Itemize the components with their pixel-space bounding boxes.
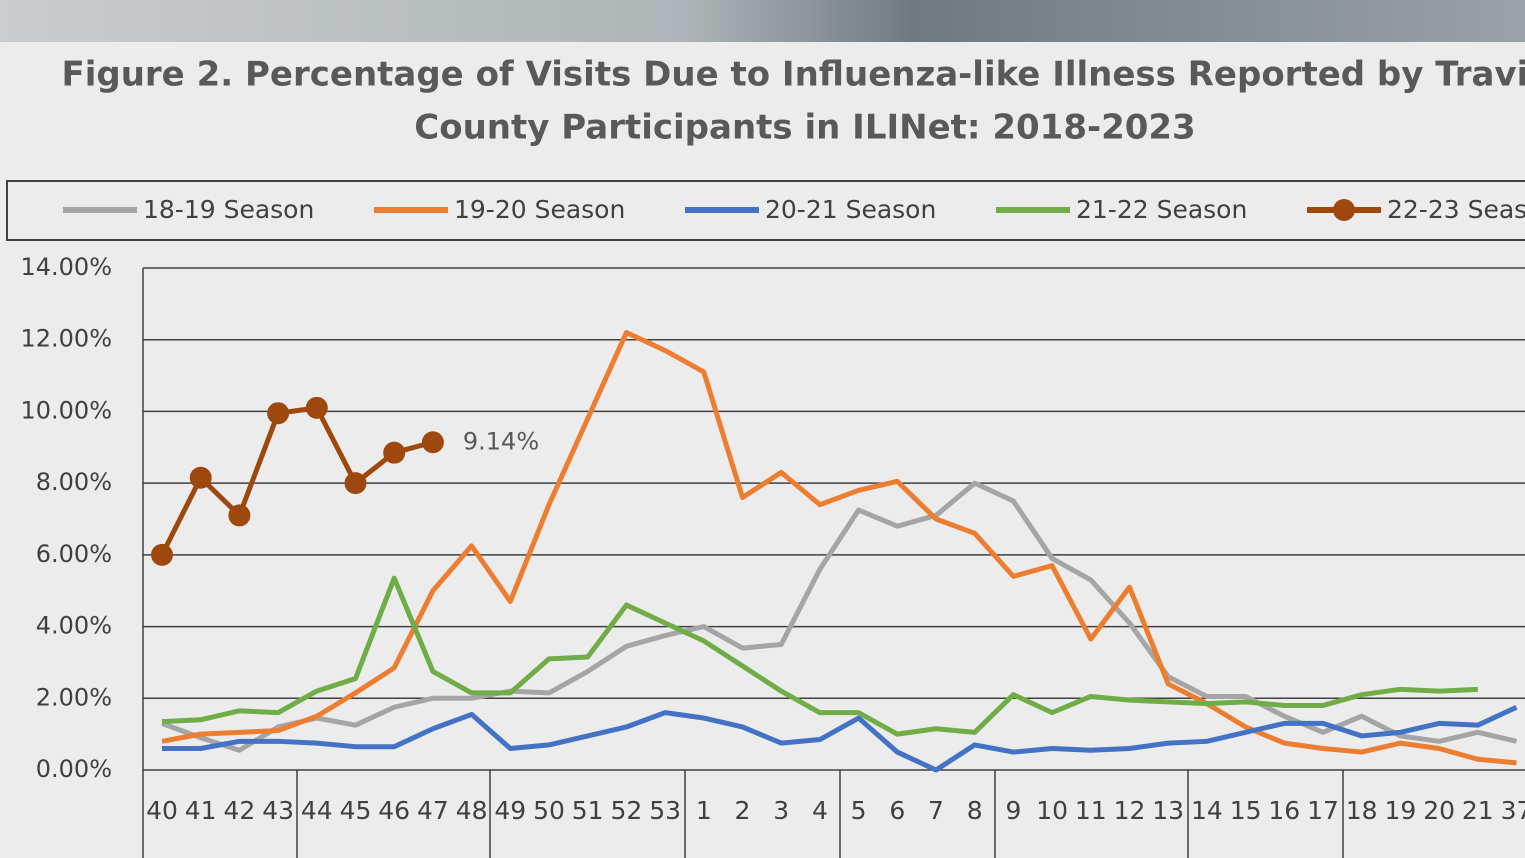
x-tick-label: 47: [417, 796, 449, 825]
x-tick-label: 52: [610, 796, 642, 825]
x-tick-label: 1: [696, 796, 712, 825]
x-tick-label: 45: [340, 796, 372, 825]
x-tick-label: 48: [456, 796, 488, 825]
x-tick-label: 8: [967, 796, 983, 825]
x-tick-label: 42: [223, 796, 255, 825]
legend-label: 19-20 Season: [454, 195, 625, 224]
y-tick-label: 0.00%: [36, 755, 112, 783]
data-point: [383, 441, 406, 464]
y-tick-label: 10.00%: [20, 396, 112, 424]
x-tick-label: 11: [1075, 796, 1107, 825]
chart-background: [0, 42, 1525, 858]
x-tick-label: 17: [1307, 796, 1339, 825]
y-tick-label: 6.00%: [36, 540, 112, 568]
legend-label: 18-19 Season: [143, 195, 314, 224]
x-tick-label: 49: [494, 796, 526, 825]
x-tick-label: 20: [1423, 796, 1455, 825]
x-tick-label: 41: [185, 796, 217, 825]
x-tick-label: 2: [735, 796, 751, 825]
x-tick-label: 21: [1462, 796, 1494, 825]
legend-label: 20-21 Season: [765, 195, 936, 224]
x-tick-label: 18: [1346, 796, 1378, 825]
x-tick-label: 12: [1114, 796, 1146, 825]
y-tick-label: 4.00%: [36, 612, 112, 640]
data-point: [228, 504, 251, 527]
x-tick-label: 15: [1230, 796, 1262, 825]
legend-label: 22-23 Season: [1387, 195, 1525, 224]
x-tick-label: 7: [928, 796, 944, 825]
data-point: [267, 402, 290, 425]
data-point: [189, 466, 212, 489]
data-point: [344, 472, 367, 495]
month-separators: [296, 770, 1344, 858]
x-tick-label: 4: [812, 796, 828, 825]
x-tick-label: 40: [146, 796, 178, 825]
y-tick-label: 14.00%: [20, 253, 112, 281]
legend-box: [6, 180, 1525, 241]
x-tick-label: 14: [1191, 796, 1223, 825]
x-tick-label: 19: [1384, 796, 1416, 825]
y-tick-label: 12.00%: [20, 325, 112, 353]
x-tick-label: 51: [572, 796, 604, 825]
x-tick-label: 53: [649, 796, 681, 825]
top-banner: [0, 0, 1525, 42]
series-line: [162, 704, 1518, 773]
data-label: 9.14%: [463, 427, 539, 455]
series-line: [161, 480, 1518, 753]
x-tick-label: 37: [1501, 796, 1525, 825]
x-tick-label: 44: [301, 796, 333, 825]
y-tick-label: 2.00%: [36, 683, 112, 711]
series-line: [161, 330, 1517, 766]
x-tick-label: 10: [1036, 796, 1068, 825]
legend-marker: [1333, 199, 1355, 221]
x-tick-label: 43: [262, 796, 294, 825]
x-tick-label: 3: [773, 796, 789, 825]
x-tick-label: 50: [533, 796, 565, 825]
x-tick-label: 6: [889, 796, 905, 825]
x-tick-label: 13: [1152, 796, 1184, 825]
x-tick-label: 9: [1005, 796, 1021, 825]
x-tick-label: 46: [378, 796, 410, 825]
chart-title: Figure 2. Percentage of Visits Due to In…: [61, 55, 1525, 95]
data-point: [305, 396, 328, 419]
y-tick-label: 8.00%: [36, 468, 112, 496]
x-tick-label: 16: [1268, 796, 1300, 825]
series-line: [161, 575, 1478, 737]
legend-label: 21-22 Season: [1076, 195, 1247, 224]
data-point: [421, 431, 444, 454]
chart-subtitle: County Participants in ILINet: 2018-2023: [414, 108, 1195, 148]
data-point: [151, 543, 173, 566]
x-tick-label: 5: [851, 796, 867, 825]
